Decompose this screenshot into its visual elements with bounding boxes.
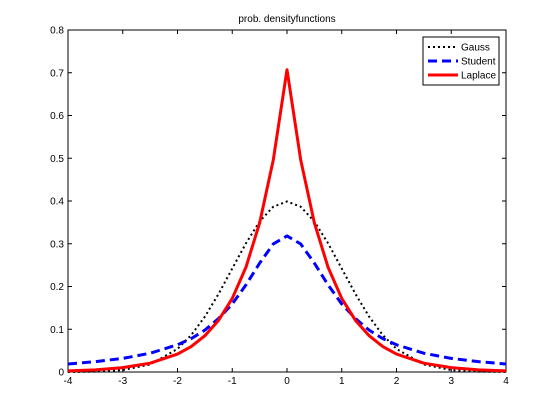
y-tick-label: 0	[58, 368, 64, 379]
x-tick-label: 0	[284, 376, 290, 387]
y-tick-label: 0.1	[50, 325, 64, 336]
y-tick-label: 0.3	[50, 239, 64, 250]
y-axis: 0 0.1 0.2 0.3 0.4 0.5 0.6 0.7 0.8	[50, 26, 506, 379]
chart-title: prob. densityfunctions	[238, 14, 335, 25]
x-tick-label: -4	[64, 376, 73, 387]
x-tick-label: -1	[228, 376, 237, 387]
series-layer	[67, 68, 507, 373]
legend: Gauss Student Laplace	[422, 36, 500, 86]
x-tick-label: 4	[503, 376, 509, 387]
y-tick-label: 0.7	[50, 68, 64, 79]
x-axis: -4 -3 -2 -1 0 1 2 3 4	[64, 30, 509, 387]
x-tick-label: 3	[448, 376, 454, 387]
series-laplace-line	[67, 68, 507, 373]
y-tick-label: 0.5	[50, 154, 64, 165]
series-gauss-line	[67, 200, 507, 373]
y-tick-label: 0.8	[50, 26, 64, 37]
series-student-line	[67, 234, 507, 366]
y-tick-label: 0.2	[50, 282, 64, 293]
x-tick-label: -2	[173, 376, 182, 387]
y-tick-label: 0.6	[50, 111, 64, 122]
legend-label-student: Student	[461, 57, 496, 68]
legend-label-laplace: Laplace	[461, 71, 496, 82]
x-tick-label: 1	[339, 376, 345, 387]
x-tick-label: 2	[394, 376, 400, 387]
y-tick-label: 0.4	[50, 197, 64, 208]
x-tick-label: -3	[118, 376, 127, 387]
legend-label-gauss: Gauss	[461, 43, 490, 54]
